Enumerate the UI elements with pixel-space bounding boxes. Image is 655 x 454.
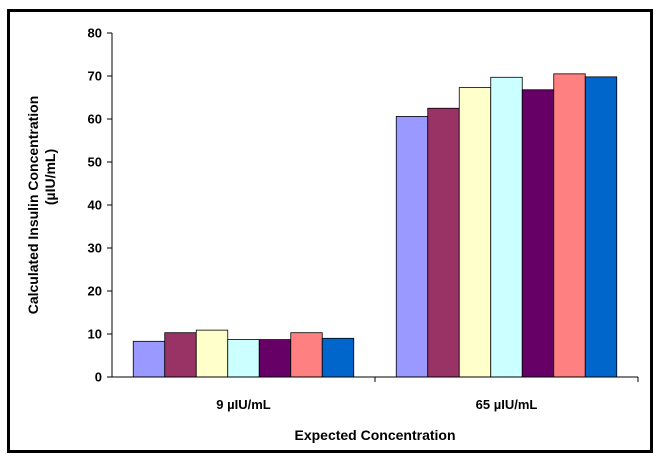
y-tick-label: 80 xyxy=(88,26,102,41)
bar xyxy=(227,339,260,378)
y-tick-label: 30 xyxy=(88,241,102,256)
y-axis-title-line2: (µIU/mL) xyxy=(42,149,58,205)
y-tick-label: 0 xyxy=(95,370,102,385)
bar xyxy=(458,87,492,378)
bar xyxy=(490,76,523,378)
bar-group xyxy=(132,73,618,378)
y-tick-label: 40 xyxy=(88,198,102,213)
bar xyxy=(290,332,323,378)
bar xyxy=(321,337,355,378)
bar xyxy=(553,73,586,378)
x-axis-title: Expected Concentration xyxy=(294,427,455,443)
y-tick-label: 50 xyxy=(88,155,102,170)
bar xyxy=(584,76,618,378)
y-tick-label: 20 xyxy=(88,284,102,299)
bar xyxy=(427,107,460,378)
bar xyxy=(258,339,292,378)
bar xyxy=(195,329,229,378)
bar xyxy=(395,116,429,378)
y-axis-title-line1: Calculated Insulin Concentration xyxy=(25,96,41,315)
bar xyxy=(521,89,555,378)
y-tick-label: 60 xyxy=(88,112,102,127)
x-axis-ticks: 9 µIU/mL 65 µIU/mL xyxy=(216,377,639,412)
bar xyxy=(132,340,166,378)
bar xyxy=(164,332,197,378)
x-tick-label: 65 µIU/mL xyxy=(476,397,538,412)
y-tick-label: 10 xyxy=(88,327,102,342)
y-axis-ticks: 0 10 20 30 40 50 60 70 80 xyxy=(88,26,112,385)
y-tick-label: 70 xyxy=(88,69,102,84)
x-tick-label: 9 µIU/mL xyxy=(216,397,271,412)
